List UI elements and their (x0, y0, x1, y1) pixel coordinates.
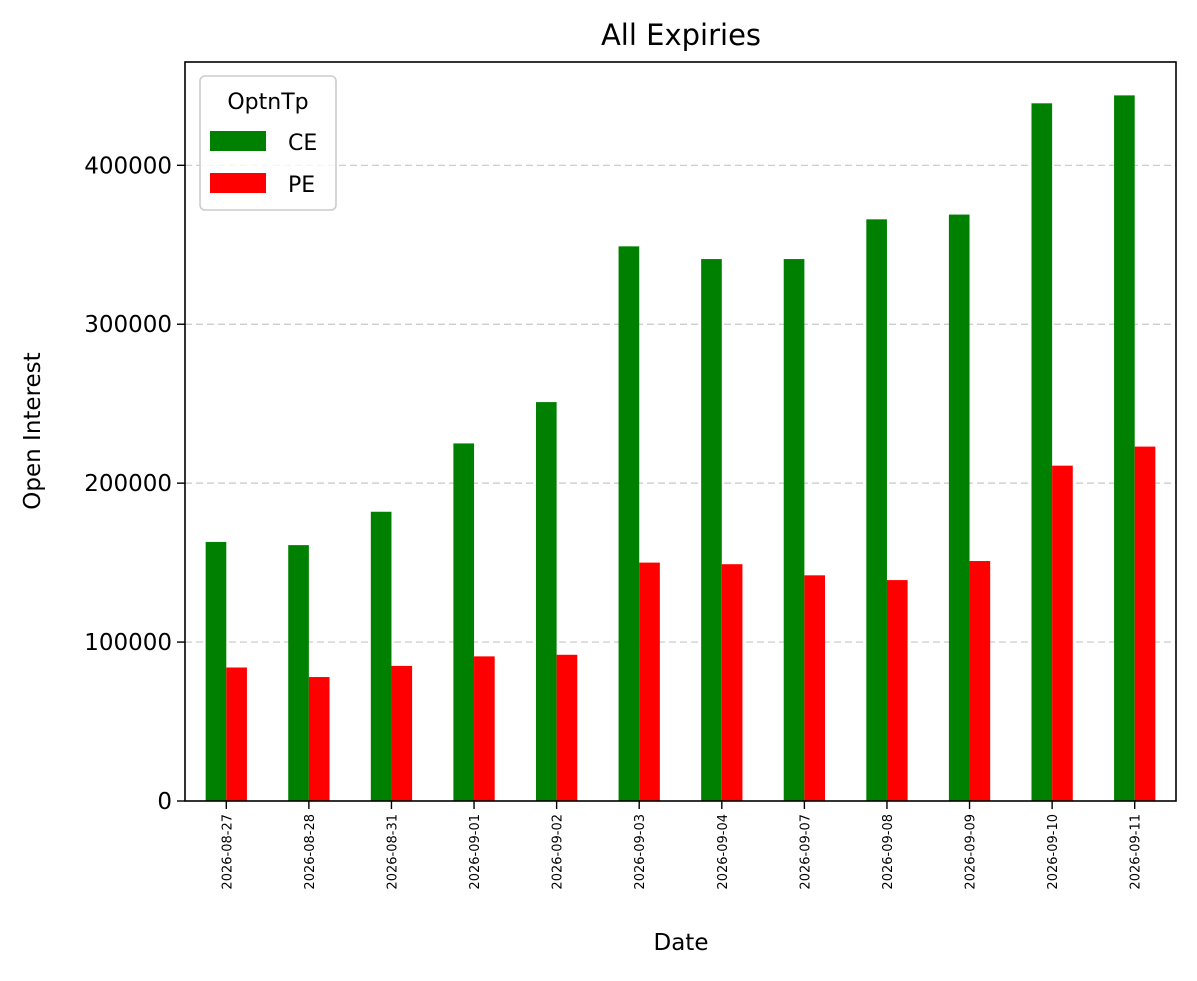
bar-ce (866, 219, 887, 802)
bar-ce (1114, 95, 1135, 801)
bar-pe (1134, 446, 1156, 801)
bar-ce (535, 402, 557, 801)
bars (205, 95, 1156, 802)
y-axis: 0 100000 200000 300000 400000 (84, 153, 185, 815)
x-tick-label: 2026-09-07 (798, 814, 813, 890)
bar-pe (474, 656, 495, 801)
y-tick-label: 200000 (84, 471, 172, 497)
x-tick-label: 2026-09-04 (716, 814, 731, 890)
bar-ce (453, 443, 475, 801)
bar-ce (205, 541, 227, 801)
x-tick-label: 2026-09-01 (468, 814, 483, 890)
legend-label-ce: CE (288, 131, 317, 156)
bar-pe (969, 561, 991, 801)
y-tick-label: 100000 (84, 630, 172, 656)
x-tick-label: 2026-09-08 (881, 814, 896, 890)
legend-title: OptnTp (227, 90, 308, 115)
legend: OptnTp CE PE (199, 75, 337, 211)
bar-pe (556, 654, 578, 801)
bar-pe (886, 580, 908, 801)
y-tick-label: 0 (157, 789, 172, 815)
bar-pe (391, 665, 413, 801)
x-tick-label: 2026-09-10 (1046, 814, 1061, 890)
x-tick-label: 2026-08-28 (303, 814, 318, 890)
plot-frame (184, 61, 1177, 802)
bar-pe (308, 677, 330, 801)
bar-ce (701, 259, 722, 802)
x-axis-label: Date (654, 930, 709, 956)
bar-pe (226, 667, 247, 801)
x-tick-label: 2026-08-31 (385, 814, 400, 890)
legend-swatch-pe (210, 173, 266, 193)
x-tick-label: 2026-09-02 (551, 814, 566, 890)
bar-pe (1052, 465, 1073, 801)
y-tick-label: 300000 (84, 312, 172, 338)
bar-ce (948, 214, 970, 801)
gridlines (185, 164, 1176, 643)
bar-ce (370, 511, 392, 801)
legend-swatch-ce (210, 131, 266, 151)
bar-ce (288, 545, 309, 801)
bar-ce (783, 259, 805, 802)
x-tick-label: 2026-09-11 (1129, 814, 1144, 890)
bar-pe (639, 562, 660, 801)
y-tick-label: 400000 (84, 153, 172, 179)
x-tick-label: 2026-08-27 (220, 814, 235, 890)
chart-title: All Expiries (601, 18, 761, 52)
bar-pe (804, 575, 826, 801)
y-axis-label: Open Interest (20, 352, 46, 509)
x-tick-label: 2026-09-03 (633, 814, 648, 890)
x-tick-label: 2026-09-09 (964, 814, 979, 890)
x-axis: 2026-08-27 2026-08-28 2026-08-31 2026-09-01… (220, 801, 1144, 890)
bar-ce (1031, 103, 1053, 801)
bar-pe (721, 564, 743, 801)
legend-label-pe: PE (288, 173, 315, 198)
bar-ce (618, 246, 640, 802)
